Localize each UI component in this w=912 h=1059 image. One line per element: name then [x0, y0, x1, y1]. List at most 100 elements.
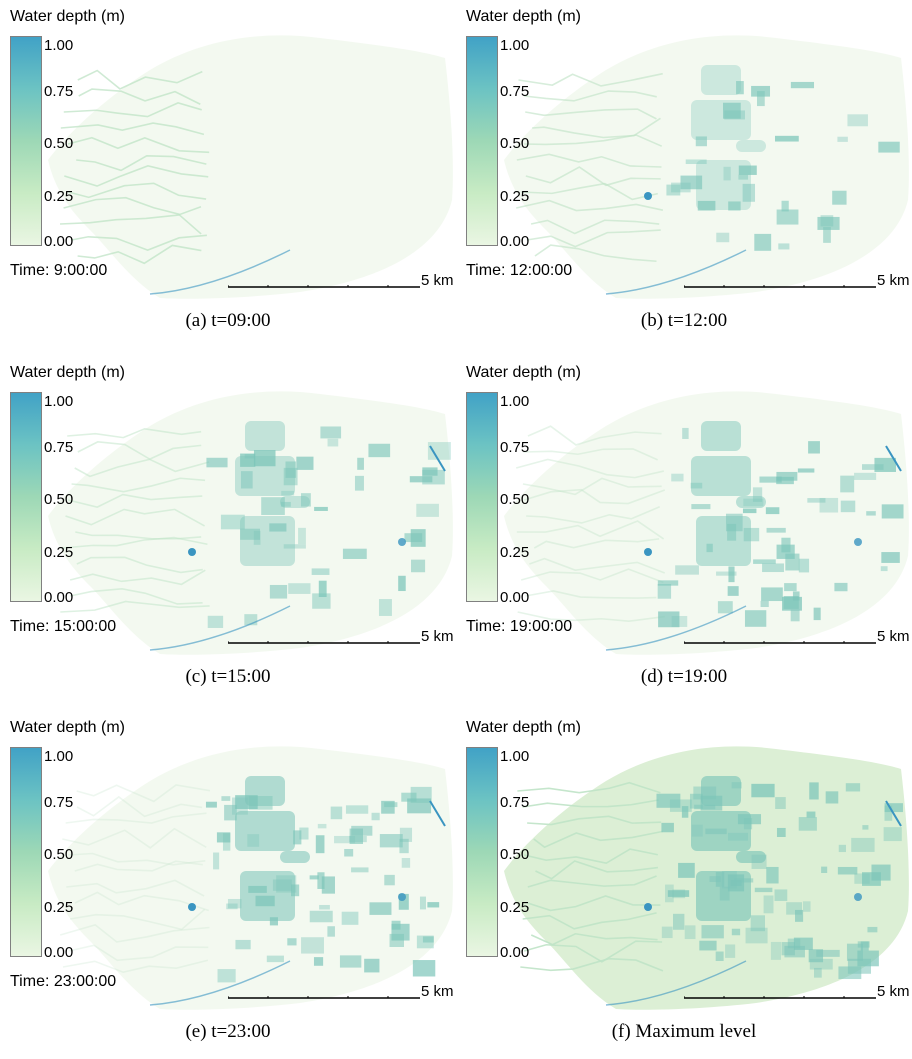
flooded-area: [689, 793, 703, 809]
drainage-channel: [527, 875, 657, 888]
flooded-area: [411, 559, 426, 573]
flooded-area: [666, 184, 681, 196]
flooded-area: [816, 949, 840, 957]
tick-0-00: 0.00: [500, 944, 530, 961]
drainage-channel: [535, 860, 658, 880]
drainage-channel: [527, 895, 661, 912]
flood-depth-map: [48, 746, 453, 1010]
tick-0-75: 0.75: [500, 83, 530, 100]
flooded-area: [823, 227, 831, 243]
flooded-area: [766, 527, 786, 533]
flooded-area: [213, 852, 220, 870]
flooded-area: [819, 497, 839, 513]
flooded-area: [253, 450, 276, 467]
flooded-area: [298, 527, 306, 545]
flooded-area: [269, 917, 278, 926]
map-panel-e: Water depth (m) 1.00 0.75 0.50 0.25 0.00…: [0, 711, 456, 1059]
flooded-area: [881, 504, 904, 519]
flooded-area: [667, 890, 690, 897]
flooded-area: [671, 473, 684, 482]
scale-bar: [228, 641, 420, 644]
scale-bar: [228, 285, 420, 288]
flooded-area: [798, 558, 810, 573]
depth-colorbar: [10, 36, 42, 246]
flooded-area: [691, 504, 711, 510]
map-panel-b: Water depth (m) 1.00 0.75 0.50 0.25 0.00…: [456, 0, 912, 348]
scale-bar: [684, 285, 876, 288]
drainage-channel: [77, 441, 202, 461]
flooded-area: [656, 793, 681, 808]
flooded-area: [300, 493, 311, 507]
drainage-channel: [524, 848, 658, 865]
drainage-channel: [77, 244, 202, 265]
flooded-area: [345, 805, 369, 814]
flooded-area: [673, 913, 685, 930]
panel-caption: (f) Maximum level: [611, 1021, 757, 1042]
depth-colorbar: [466, 747, 498, 957]
tick-0-75: 0.75: [44, 83, 74, 100]
flooded-area: [401, 857, 411, 868]
flooded-area: [240, 871, 295, 921]
flooded-area: [881, 552, 900, 563]
flooded-area: [285, 461, 297, 478]
flooded-area: [309, 910, 333, 923]
flooded-area: [695, 136, 707, 147]
drainage-channel: [522, 477, 662, 496]
panel-caption: (e) t=23:00: [185, 1021, 271, 1042]
flooded-area: [217, 969, 236, 983]
drainage-channel: [527, 815, 662, 826]
time-label: Time: 23:00:00: [10, 973, 117, 990]
flooded-area: [820, 215, 834, 227]
drainage-channel: [522, 912, 657, 930]
scale-bar: [228, 996, 420, 999]
tick-0-00: 0.00: [44, 944, 74, 961]
drainage-channel: [60, 122, 205, 136]
drainage-channel: [65, 812, 207, 824]
flooded-area: [821, 866, 828, 874]
drainage-channel: [67, 493, 203, 508]
tick-0-75: 0.75: [500, 794, 530, 811]
flooded-area: [857, 941, 870, 948]
drainage-channel: [516, 199, 664, 212]
flooded-area: [290, 884, 300, 897]
drainage-channel: [74, 860, 203, 872]
flooded-area: [813, 607, 821, 621]
drainage-channel: [524, 134, 663, 147]
drainage-channel: [69, 569, 206, 586]
tick-1-00: 1.00: [500, 37, 530, 54]
scale-bar-label: 5 km: [877, 628, 910, 645]
deep-water-spot: [398, 893, 406, 901]
flooded-area: [368, 443, 391, 458]
legend-title: Water depth (m): [10, 719, 125, 736]
flooded-area: [369, 902, 392, 915]
flooded-area: [240, 471, 253, 489]
flooded-area: [427, 442, 451, 460]
flooded-area: [364, 958, 380, 973]
flooded-area: [315, 835, 325, 854]
drainage-channel: [68, 182, 207, 200]
drainage-channel: [62, 959, 209, 974]
flooded-area: [837, 866, 858, 875]
flooded-area: [245, 421, 285, 451]
flooded-area: [745, 927, 768, 944]
flooded-area: [883, 827, 902, 842]
time-label: Time: 9:00:00: [10, 262, 108, 279]
flooded-area: [862, 464, 884, 470]
drainage-channel: [525, 108, 657, 120]
flooded-area: [770, 941, 781, 960]
flooded-area: [253, 530, 261, 545]
flooded-area: [736, 851, 766, 863]
drainage-channel: [76, 154, 207, 172]
drainage-channel: [76, 556, 203, 574]
tick-0-50: 0.50: [500, 491, 530, 508]
drainage-channel: [67, 136, 210, 154]
drainage-channel: [523, 940, 663, 963]
flooded-area: [774, 135, 799, 142]
tick-0-25: 0.25: [44, 544, 74, 561]
flooded-area: [725, 944, 736, 958]
flooded-area: [334, 835, 356, 844]
drainage-channel: [68, 944, 209, 962]
drainage-channel: [63, 196, 202, 216]
flooded-area: [261, 497, 285, 515]
drainage-channel: [516, 520, 665, 540]
